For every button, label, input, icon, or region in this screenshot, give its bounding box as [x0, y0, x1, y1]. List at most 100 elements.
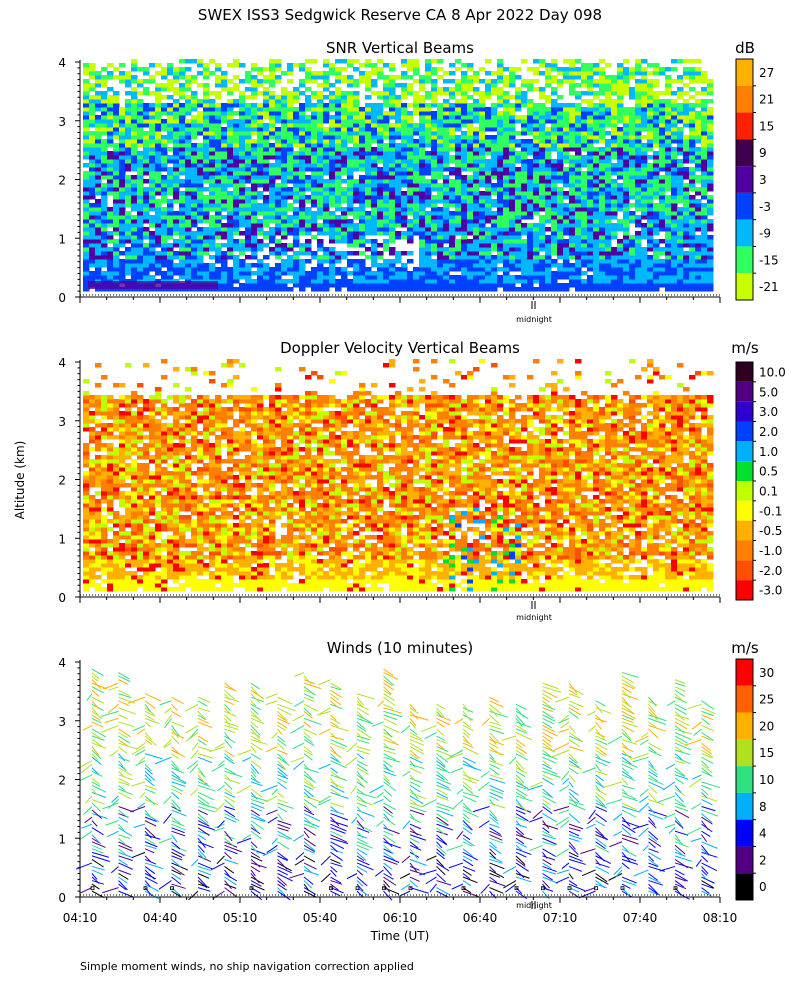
snr-cell: [251, 67, 258, 72]
snr-cell: [665, 195, 672, 200]
snr-cell: [95, 235, 102, 240]
snr-cell: [587, 175, 594, 180]
snr-cell: [209, 159, 216, 164]
snr-cell: [131, 75, 138, 80]
snr-cell: [317, 83, 324, 88]
snr-cell: [263, 207, 270, 212]
snr-cell: [611, 267, 618, 272]
snr-cell: [293, 107, 300, 112]
snr-cell: [407, 187, 414, 192]
snr-cell: [245, 171, 252, 176]
snr-cell: [431, 167, 438, 172]
snr-cell: [503, 67, 510, 72]
snr-cell: [137, 123, 144, 128]
snr-cell: [155, 171, 162, 176]
snr-cell: [605, 195, 612, 200]
snr-cell: [635, 91, 642, 96]
snr-cell: [629, 71, 636, 76]
snr-cell: [191, 119, 198, 124]
snr-cell: [389, 175, 396, 180]
snr-cell: [467, 103, 474, 108]
snr-cell: [509, 131, 516, 136]
snr-cell: [533, 279, 540, 284]
snr-cell: [155, 259, 162, 264]
snr-cell: [647, 211, 654, 216]
snr-cell: [455, 207, 462, 212]
snr-cell: [239, 79, 246, 84]
snr-cell: [341, 91, 348, 96]
snr-cell: [221, 251, 228, 256]
snr-cell: [101, 203, 108, 208]
snr-cell: [131, 131, 138, 136]
snr-cell: [101, 239, 108, 244]
snr-cell: [551, 183, 558, 188]
snr-cell: [275, 271, 282, 276]
snr-cell: [593, 63, 600, 68]
snr-cell: [647, 83, 654, 88]
snr-cell: [323, 103, 330, 108]
snr-cell: [305, 179, 312, 184]
snr-cell: [293, 143, 300, 148]
snr-cell: [137, 251, 144, 256]
snr-cell: [443, 203, 450, 208]
snr-cell: [395, 123, 402, 128]
snr-cell: [581, 223, 588, 228]
snr-cell: [605, 139, 612, 144]
snr-cell: [149, 175, 156, 180]
snr-cell: [191, 195, 198, 200]
snr-cell: [443, 267, 450, 272]
snr-cell: [629, 259, 636, 264]
snr-cell: [515, 87, 522, 92]
snr-cell: [545, 175, 552, 180]
snr-cell: [257, 179, 264, 184]
snr-cell: [215, 107, 222, 112]
snr-cell: [467, 95, 474, 100]
snr-cell: [473, 211, 480, 216]
snr-cell: [587, 79, 594, 84]
snr-cell: [269, 287, 276, 292]
snr-cell: [623, 227, 630, 232]
snr-cell: [329, 131, 336, 136]
snr-cell: [293, 183, 300, 188]
snr-cell: [155, 243, 162, 248]
snr-cell: [491, 215, 498, 220]
snr-cell: [581, 259, 588, 264]
snr-cell: [521, 115, 528, 120]
snr-cell: [599, 91, 606, 96]
snr-cell: [635, 87, 642, 92]
snr-cell: [95, 143, 102, 148]
snr-cell: [107, 103, 114, 108]
snr-cell: [497, 247, 504, 252]
snr-cell: [401, 107, 408, 112]
snr-cell: [227, 115, 234, 120]
snr-cell: [641, 227, 648, 232]
snr-cell: [323, 59, 330, 64]
snr-cell: [551, 235, 558, 240]
snr-cell: [641, 199, 648, 204]
snr-cell: [551, 131, 558, 136]
snr-cell: [245, 107, 252, 112]
snr-cell: [569, 243, 576, 248]
snr-cell: [635, 207, 642, 212]
snr-cell: [503, 143, 510, 148]
snr-cell: [431, 287, 438, 292]
snr-cell: [359, 195, 366, 200]
snr-cell: [593, 231, 600, 236]
snr-cell: [533, 155, 540, 160]
snr-cell: [149, 263, 156, 268]
snr-cell: [185, 215, 192, 220]
snr-cell: [671, 175, 678, 180]
snr-cell: [623, 195, 630, 200]
snr-cell: [611, 151, 618, 156]
snr-cell: [311, 79, 318, 84]
snr-cell: [467, 247, 474, 252]
snr-cell: [185, 95, 192, 100]
snr-cell: [323, 251, 330, 256]
snr-cell: [431, 59, 438, 64]
snr-cell: [521, 263, 528, 268]
snr-cell: [89, 115, 96, 120]
snr-cell: [161, 67, 168, 72]
snr-cell: [539, 287, 546, 292]
snr-cell: [251, 103, 258, 108]
snr-cell: [653, 271, 660, 276]
